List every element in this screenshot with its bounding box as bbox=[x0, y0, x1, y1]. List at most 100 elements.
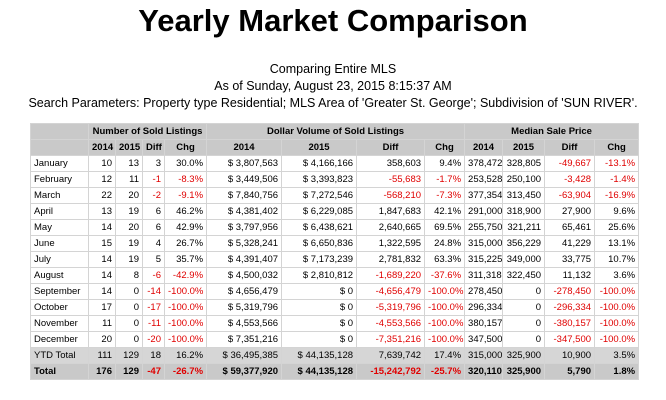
cell: 0 bbox=[502, 315, 546, 332]
cell: 18 bbox=[142, 347, 165, 364]
cell: 20 bbox=[115, 187, 143, 204]
cell: -8.3% bbox=[163, 171, 208, 188]
cell: 15 bbox=[88, 235, 116, 252]
cell: -100.0% bbox=[594, 299, 640, 316]
page-title: Yearly Market Comparison bbox=[138, 3, 528, 38]
cell: $ 7,173,239 bbox=[281, 251, 358, 268]
cell: -100.0% bbox=[163, 315, 208, 332]
table-row: February 12 11 -1 -8.3% $ 3,449,506 $ 3,393,82… bbox=[30, 171, 640, 188]
cell: -3,428 bbox=[544, 171, 596, 188]
row-label: September bbox=[30, 283, 89, 300]
cell: 296,334 bbox=[464, 299, 504, 316]
cell: -49,667 bbox=[544, 155, 596, 172]
cell: 250,100 bbox=[502, 171, 546, 188]
cell: 27,900 bbox=[544, 203, 596, 220]
row-label: March bbox=[30, 187, 89, 204]
cell: $ 3,393,823 bbox=[281, 171, 358, 188]
cell: $ 4,166,166 bbox=[281, 155, 358, 172]
cell: 0 bbox=[115, 283, 143, 300]
row-label: October bbox=[30, 299, 89, 316]
cell: -296,334 bbox=[544, 299, 596, 316]
cell: 6 bbox=[142, 219, 165, 236]
cell: 377,354 bbox=[464, 187, 504, 204]
cell: -37.6% bbox=[424, 267, 466, 284]
cell: 10,900 bbox=[544, 347, 596, 364]
cell: 33,775 bbox=[544, 251, 596, 268]
cell: 11 bbox=[88, 315, 116, 332]
subtitle: Comparing Entire MLS bbox=[269, 62, 397, 76]
row-label: Total bbox=[30, 363, 89, 380]
cell: $ 5,319,796 bbox=[206, 299, 283, 316]
column-header: Diff bbox=[544, 139, 596, 156]
table-row: October 17 0 -17 -100.0% $ 5,319,796 $ 0 -5,319… bbox=[30, 299, 640, 316]
cell: $ 0 bbox=[281, 315, 358, 332]
cell: 11,132 bbox=[544, 267, 596, 284]
column-header: 2015 bbox=[281, 139, 358, 156]
search-parameters: Search Parameters: Property type Residen… bbox=[28, 96, 638, 110]
cell: 17.4% bbox=[424, 347, 466, 364]
cell: 315,225 bbox=[464, 251, 504, 268]
row-label: YTD Total bbox=[30, 347, 89, 364]
cell: 320,110 bbox=[464, 363, 504, 380]
cell: 69.5% bbox=[424, 219, 466, 236]
cell: 5 bbox=[142, 251, 165, 268]
cell: 14 bbox=[88, 267, 116, 284]
cell: 176 bbox=[88, 363, 116, 380]
cell: 318,900 bbox=[502, 203, 546, 220]
cell: 8 bbox=[115, 267, 143, 284]
cell: 42.9% bbox=[163, 219, 208, 236]
cell: -7.3% bbox=[424, 187, 466, 204]
cell: $ 2,810,812 bbox=[281, 267, 358, 284]
cell: $ 4,381,402 bbox=[206, 203, 283, 220]
cell: -100.0% bbox=[594, 315, 640, 332]
cell: 3.5% bbox=[594, 347, 640, 364]
cell: -100.0% bbox=[424, 331, 466, 348]
column-header: 2015 bbox=[502, 139, 546, 156]
group-header: Number of Sold Listings bbox=[87, 123, 208, 140]
table-body: January 10 13 3 30.0% $ 3,807,563 $ 4,166,166 3… bbox=[30, 155, 640, 380]
cell: -100.0% bbox=[424, 315, 466, 332]
cell: -1.7% bbox=[424, 171, 466, 188]
cell: $ 3,449,506 bbox=[206, 171, 283, 188]
cell: -11 bbox=[142, 315, 165, 332]
cell: -14 bbox=[142, 283, 165, 300]
cell: 2,640,665 bbox=[356, 219, 426, 236]
table-head: Number of Sold Listings Dollar Volume of … bbox=[30, 123, 640, 156]
cell: $ 7,351,216 bbox=[206, 331, 283, 348]
cell: -380,157 bbox=[544, 315, 596, 332]
table-row: July 14 19 5 35.7% $ 4,391,407 $ 7,173,239 2,78… bbox=[30, 251, 640, 268]
cell: -347,500 bbox=[544, 331, 596, 348]
cell: 380,157 bbox=[464, 315, 504, 332]
cell: -20 bbox=[142, 331, 165, 348]
cell: $ 6,438,621 bbox=[281, 219, 358, 236]
cell: 1.8% bbox=[594, 363, 640, 380]
comparison-table: Number of Sold Listings Dollar Volume of … bbox=[30, 123, 640, 380]
column-header-row: 2014 2015 Diff Chg 2014 2015 Diff Chg 2014 2015 Di… bbox=[30, 139, 640, 156]
column-header: 2014 bbox=[88, 139, 116, 156]
table-row: YTD Total 111 129 18 16.2% $ 36,495,385 $ 44,1… bbox=[30, 347, 640, 364]
cell: 46.2% bbox=[163, 203, 208, 220]
cell: 10 bbox=[88, 155, 116, 172]
cell: $ 3,797,956 bbox=[206, 219, 283, 236]
cell: -42.9% bbox=[163, 267, 208, 284]
cell: 19 bbox=[115, 251, 143, 268]
cell: 13 bbox=[88, 203, 116, 220]
cell: 321,211 bbox=[502, 219, 546, 236]
cell: 311,318 bbox=[464, 267, 504, 284]
column-header: 2015 bbox=[115, 139, 143, 156]
cell: $ 6,229,085 bbox=[281, 203, 358, 220]
cell: -4,656,479 bbox=[356, 283, 426, 300]
cell: 20 bbox=[88, 331, 116, 348]
cell: 2,781,832 bbox=[356, 251, 426, 268]
cell: 0 bbox=[115, 315, 143, 332]
cell: 12 bbox=[88, 171, 116, 188]
cell: 13 bbox=[115, 155, 143, 172]
cell: 3 bbox=[142, 155, 165, 172]
row-label: July bbox=[30, 251, 89, 268]
cell: $ 0 bbox=[281, 331, 358, 348]
cell: 325,900 bbox=[502, 363, 546, 380]
cell: $ 44,135,128 bbox=[281, 347, 358, 364]
cell: -100.0% bbox=[163, 283, 208, 300]
cell: 35.7% bbox=[163, 251, 208, 268]
cell: 19 bbox=[115, 203, 143, 220]
